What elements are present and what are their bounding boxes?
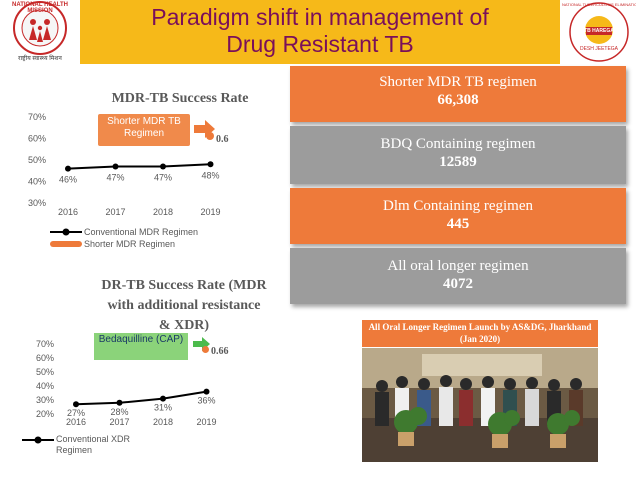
stat-box-bdq: BDQ Containing regimen 12589 [290, 126, 626, 184]
chart1-legend: Conventional MDR Regimen Shorter MDR Reg… [48, 226, 198, 250]
y-tick-label: 20% [36, 409, 54, 419]
chart2-marker-dot [202, 346, 209, 353]
title-line-1: Paradigm shift in management of [151, 4, 489, 30]
photo-caption: All Oral Longer Regimen Launch by AS&DG,… [362, 320, 598, 347]
stat-label: All oral longer regimen [387, 258, 529, 274]
legend-label: Conventional MDR Regimen [84, 227, 199, 237]
stat-box-shorter-mdr: Shorter MDR TB regimen 66,308 [290, 66, 626, 122]
chart2-title: DR-TB Success Rate (MDR with additional … [101, 278, 267, 333]
series-line-conventional-mdr-regimen [67, 163, 211, 170]
x-tick-label: 2017 [109, 417, 129, 427]
event-photo [362, 348, 598, 462]
chart1-callout: Shorter MDR TB Regimen [98, 114, 190, 146]
legend-item-shorter-mdr: Shorter MDR Regimen [48, 238, 198, 250]
data-label: 27% [67, 408, 85, 418]
data-label: 47% [106, 172, 124, 182]
x-tick-label: 2016 [58, 207, 78, 217]
data-point [160, 163, 166, 170]
stat-value: 445 [446, 216, 470, 232]
data-point [207, 161, 214, 168]
nhm-logo-subtext: राष्ट्रीय स्वास्थ्य मिशन [18, 56, 62, 62]
data-label: 47% [154, 172, 172, 182]
legend-item-conventional-mdr: Conventional MDR Regimen [48, 226, 198, 238]
y-tick-label: 60% [28, 134, 46, 144]
data-point [203, 388, 210, 395]
ntep-logo-text: NATIONAL TUBERCULOSIS ELIMINATION PROGRA… [562, 2, 636, 7]
nhm-logo [0, 0, 80, 64]
data-point [73, 401, 79, 408]
data-label: 48% [201, 170, 219, 180]
header-bar [0, 0, 638, 64]
stat-label: Shorter MDR TB regimen [379, 74, 537, 90]
y-tick-label: 50% [36, 367, 54, 377]
y-tick-label: 70% [36, 339, 54, 349]
legend-item-conventional-xdr: Conventional XDR Regimen [20, 434, 140, 456]
legend-label: Conventional XDR Regimen [56, 434, 131, 455]
data-point [116, 399, 123, 406]
chart1-title: MDR-TB Success Rate [111, 91, 249, 106]
stat-value: 66,308 [437, 92, 479, 108]
data-label: 46% [59, 175, 77, 185]
x-tick-label: 2016 [66, 417, 86, 427]
y-tick-label: 70% [28, 112, 46, 122]
legend-label: Shorter MDR Regimen [84, 239, 176, 249]
y-tick-label: 40% [36, 381, 54, 391]
data-point [160, 395, 166, 402]
chart2-legend: Conventional XDR Regimen [20, 434, 140, 456]
series-line-conventional-xdr-regimen [75, 390, 207, 406]
x-tick-label: 2018 [153, 207, 173, 217]
ntep-logo [560, 0, 638, 64]
y-tick-label: 60% [36, 353, 54, 363]
ntep-logo-sub: DESH JEETEGA [579, 46, 619, 52]
chart1-marker-dot [206, 132, 214, 140]
y-tick-label: 40% [28, 177, 46, 187]
stat-value: 4072 [443, 276, 473, 292]
data-point [65, 165, 71, 172]
data-label: 36% [197, 396, 215, 406]
data-label: 31% [154, 403, 172, 413]
page-title: Paradigm shift in management of Drug Res… [90, 4, 550, 58]
y-tick-label: 50% [28, 155, 46, 165]
x-tick-label: 2019 [196, 417, 216, 427]
x-tick-label: 2019 [200, 207, 220, 217]
ntep-logo-tag: TB HAREGA [584, 28, 614, 34]
x-tick-label: 2018 [153, 417, 173, 427]
nhm-logo-text: NATIONAL HEALTH MISSION [12, 2, 68, 14]
stat-label: BDQ Containing regimen [380, 136, 536, 152]
y-tick-label: 30% [36, 395, 54, 405]
chart2-callout: Bedaquilline (CAP) [94, 333, 188, 360]
data-point [112, 163, 119, 170]
x-tick-label: 2017 [105, 207, 125, 217]
stat-label: Dlm Containing regimen [383, 198, 533, 214]
stat-value: 12589 [439, 154, 477, 170]
stat-box-all-oral: All oral longer regimen 4072 [290, 248, 626, 304]
title-line-2: Drug Resistant TB [226, 31, 414, 57]
chart2-arrow-value: 0.66 [211, 346, 229, 357]
y-tick-label: 30% [28, 198, 46, 208]
chart1-arrow-value: 0.6 [216, 134, 229, 145]
chart1-plot: 30% 40% 50% 60% 70% 2016 2017 2018 2019 46% 47% 47%… [28, 112, 221, 217]
stat-box-dlm: Dlm Containing regimen 445 [290, 188, 626, 244]
data-label: 28% [110, 407, 128, 417]
chart2-plot: 20% 30% 40% 50% 60% 70% 2016 2017 2018 2019 27% 28%… [36, 339, 217, 427]
